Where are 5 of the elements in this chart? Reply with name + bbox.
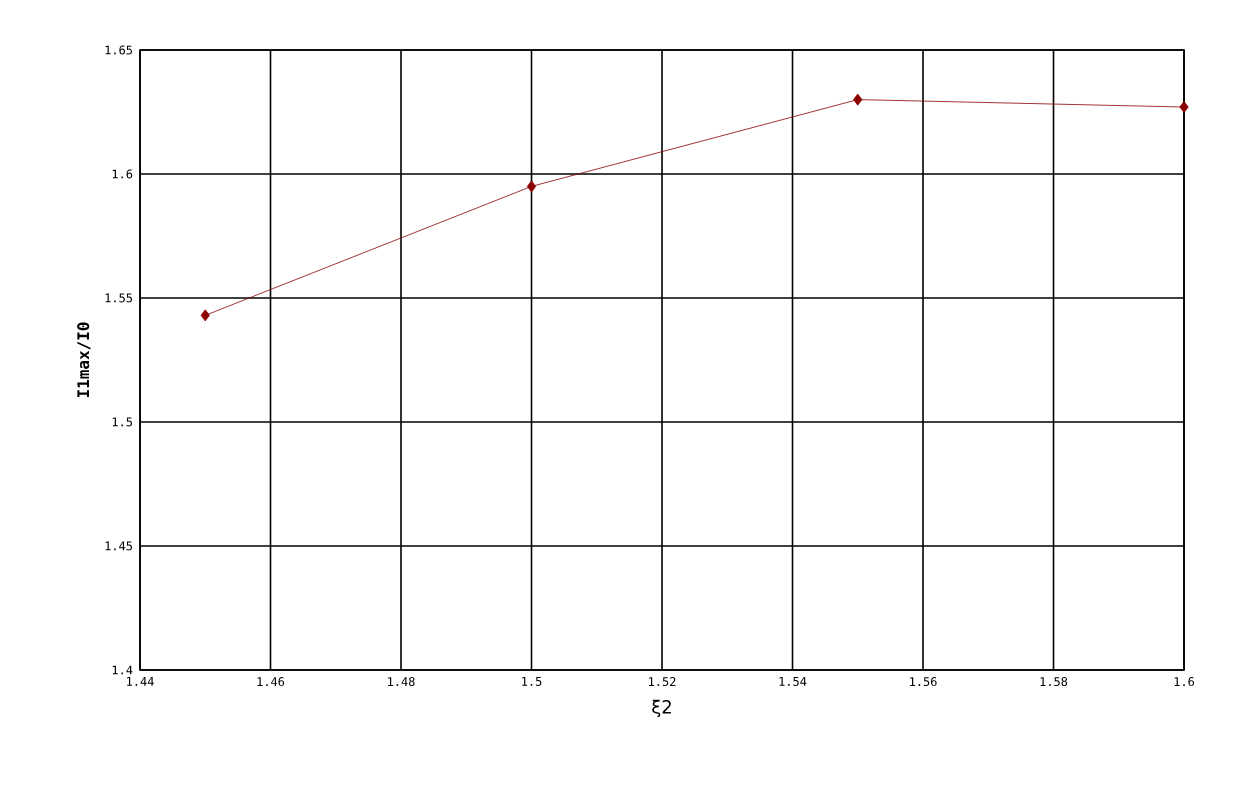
x-axis-title: ξ2	[652, 699, 671, 718]
point	[526, 180, 537, 193]
point	[1179, 101, 1189, 114]
point	[200, 309, 210, 322]
point	[853, 93, 863, 106]
